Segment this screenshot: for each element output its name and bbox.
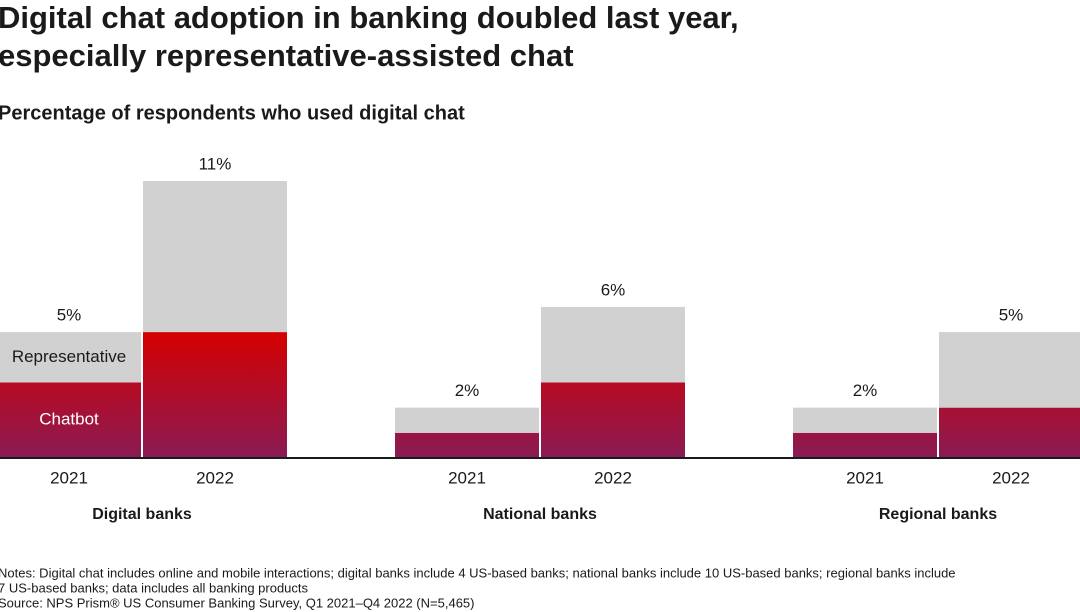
group-label: Regional banks	[879, 506, 997, 523]
source: Source: NPS Prism® US Consumer Banking S…	[0, 595, 474, 610]
bar-segment	[395, 432, 539, 458]
legend-label: Chatbot	[39, 410, 99, 429]
x-tick-label: 2022	[594, 468, 632, 487]
bar-segment	[793, 432, 937, 458]
value-label: 11%	[199, 154, 232, 173]
x-tick-label: 2021	[846, 468, 884, 487]
value-label: 2%	[455, 381, 480, 400]
chart-title: especially representative-assisted chat	[0, 38, 574, 73]
bar-segment	[939, 407, 1080, 458]
value-label: 5%	[999, 306, 1024, 325]
notes: 7 US-based banks; data includes all bank…	[0, 580, 309, 595]
bar-segment	[793, 407, 937, 433]
bar-segment	[939, 332, 1080, 408]
bar-segment	[395, 407, 539, 433]
value-label: 6%	[601, 280, 626, 299]
bar-segment	[143, 332, 287, 458]
notes: Notes: Digital chat includes online and …	[0, 565, 956, 580]
legend-label: Representative	[12, 347, 126, 366]
chart-title: Digital chat adoption in banking doubled…	[0, 0, 739, 35]
bar-segment	[541, 382, 685, 458]
x-tick-label: 2021	[50, 468, 88, 487]
x-tick-label: 2022	[196, 468, 234, 487]
group-label: National banks	[483, 506, 597, 523]
bar-segment	[0, 332, 141, 383]
value-label: 5%	[57, 306, 82, 325]
chart-subtitle: Percentage of respondents who used digit…	[0, 102, 465, 124]
x-tick-label: 2021	[448, 468, 486, 487]
group-label: Digital banks	[92, 506, 192, 523]
bar-segment	[143, 181, 287, 333]
bar-segment	[541, 306, 685, 383]
x-tick-label: 2022	[992, 468, 1030, 487]
value-label: 2%	[853, 381, 878, 400]
bar-segment	[0, 382, 141, 458]
